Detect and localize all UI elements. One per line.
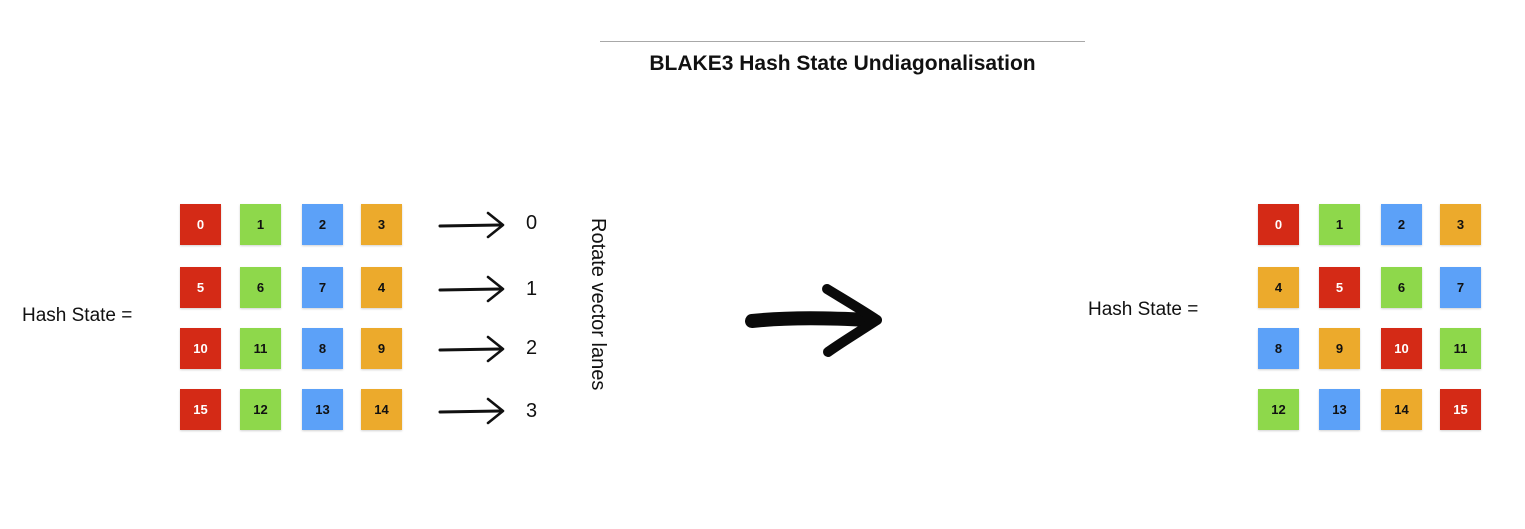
left-state-cell-2-0: 10 <box>180 328 221 369</box>
diagram-title: BLAKE3 Hash State Undiagonalisation <box>649 52 1036 75</box>
lane-arrow-0 <box>438 211 505 239</box>
left-state-cell-2-3: 9 <box>361 328 402 369</box>
transform-arrow-icon <box>745 284 882 357</box>
right-state-cell-1-3: 7 <box>1440 267 1481 308</box>
left-state-cell-3-3: 14 <box>361 389 402 430</box>
left-state-cell-0-0: 0 <box>180 204 221 245</box>
left-state-cell-0-3: 3 <box>361 204 402 245</box>
left-state-cell-1-2: 7 <box>302 267 343 308</box>
right-state-cell-1-0: 4 <box>1258 267 1299 308</box>
right-state-cell-2-2: 10 <box>1381 328 1422 369</box>
left-hash-state-label: Hash State = <box>22 305 133 326</box>
right-state-cell-2-3: 11 <box>1440 328 1481 369</box>
lane-number-1: 1 <box>526 278 538 300</box>
right-state-cell-3-1: 13 <box>1319 389 1360 430</box>
left-state-cell-3-2: 13 <box>302 389 343 430</box>
left-state-cell-3-1: 12 <box>240 389 281 430</box>
right-state-cell-3-3: 15 <box>1440 389 1481 430</box>
left-state-cell-1-1: 6 <box>240 267 281 308</box>
right-state-cell-0-2: 2 <box>1381 204 1422 245</box>
lane-arrow-1 <box>438 275 505 303</box>
right-state-cell-0-3: 3 <box>1440 204 1481 245</box>
left-state-cell-3-0: 15 <box>180 389 221 430</box>
left-state-cell-1-0: 5 <box>180 267 221 308</box>
right-state-cell-2-1: 9 <box>1319 328 1360 369</box>
rotate-vector-lanes-label: Rotate vector lanes <box>587 218 609 391</box>
lane-number-3: 3 <box>526 400 538 422</box>
left-state-cell-1-3: 4 <box>361 267 402 308</box>
lane-number-2: 2 <box>526 337 538 359</box>
right-state-cell-3-0: 12 <box>1258 389 1299 430</box>
left-state-cell-0-2: 2 <box>302 204 343 245</box>
right-state-cell-1-1: 5 <box>1319 267 1360 308</box>
left-state-cell-2-1: 11 <box>240 328 281 369</box>
right-state-cell-3-2: 14 <box>1381 389 1422 430</box>
lane-arrow-2 <box>438 335 505 363</box>
title-rule <box>600 41 1085 42</box>
right-state-cell-1-2: 6 <box>1381 267 1422 308</box>
lane-arrow-3 <box>438 397 505 425</box>
lane-number-0: 0 <box>526 212 538 234</box>
right-state-cell-2-0: 8 <box>1258 328 1299 369</box>
left-state-cell-2-2: 8 <box>302 328 343 369</box>
right-state-cell-0-1: 1 <box>1319 204 1360 245</box>
right-state-cell-0-0: 0 <box>1258 204 1299 245</box>
right-hash-state-label: Hash State = <box>1088 299 1199 320</box>
left-state-cell-0-1: 1 <box>240 204 281 245</box>
